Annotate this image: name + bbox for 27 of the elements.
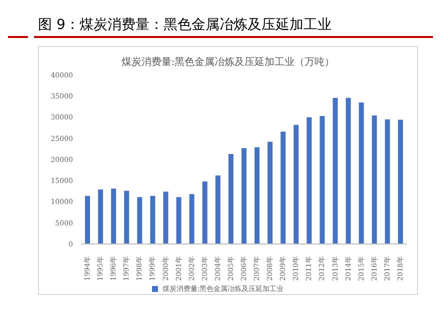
bar — [280, 132, 286, 244]
bar — [215, 176, 220, 244]
bar — [98, 190, 104, 244]
chart-title: 图 9：煤炭消费量：黑色金属冶炼及压延加工业 — [34, 16, 433, 38]
bar — [176, 197, 182, 244]
bar — [254, 147, 260, 244]
bar — [163, 192, 168, 244]
chart-subtitle: 煤炭消费量:黑色金属冶炼及压延加工业（万吨） — [120, 56, 336, 69]
bar — [358, 102, 364, 244]
bar — [346, 98, 351, 244]
bar — [384, 119, 390, 244]
bar — [228, 154, 234, 244]
bar — [137, 197, 142, 244]
bar — [85, 196, 90, 244]
bar — [268, 142, 273, 244]
bar — [332, 98, 338, 244]
bar — [111, 188, 116, 244]
bar — [189, 194, 194, 244]
bar — [372, 116, 377, 244]
bar — [320, 116, 325, 244]
bar — [306, 117, 312, 244]
bar — [202, 181, 208, 244]
bar — [241, 148, 246, 244]
bar — [294, 124, 299, 244]
bar — [124, 190, 130, 244]
bar — [398, 120, 403, 244]
bar — [150, 196, 156, 244]
